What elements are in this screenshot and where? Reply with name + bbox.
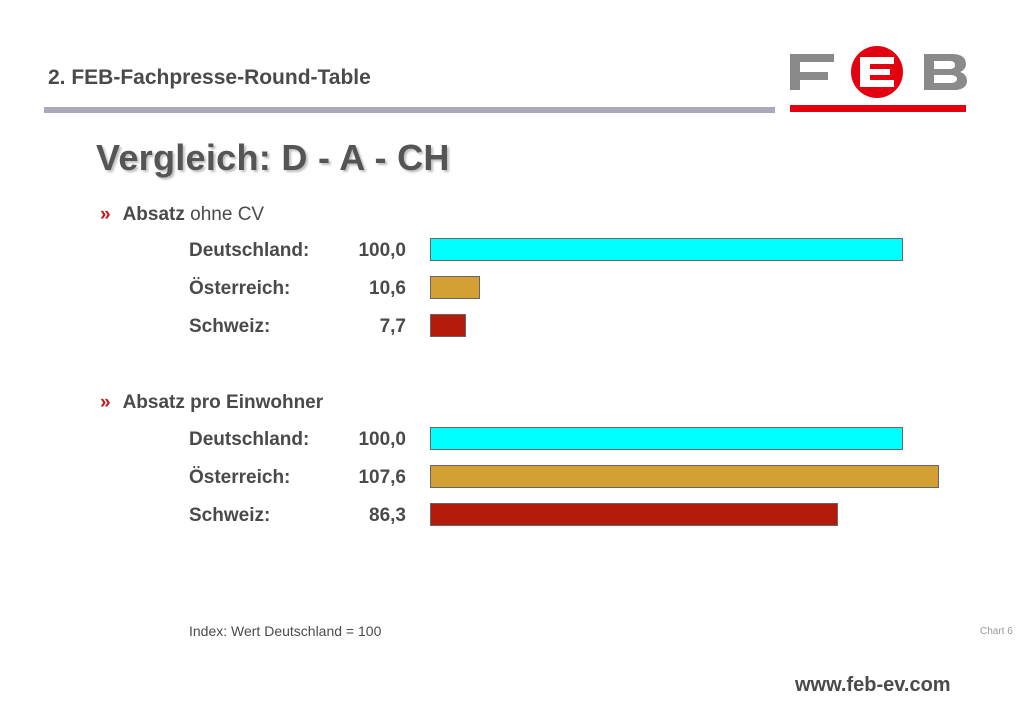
bar-einwohner-deutschland: [430, 427, 903, 450]
header-title: 2. FEB-Fachpresse-Round-Table: [48, 66, 371, 89]
row-label-schweiz: Schweiz:: [189, 505, 271, 526]
section-title-bold: Absatz: [122, 204, 185, 225]
feb-logo: [786, 46, 968, 114]
row-label-deutschland: Deutschland:: [189, 429, 310, 450]
section-heading-absatz-ohne-cv: » Absatz ohne CV: [100, 204, 264, 226]
row-value-schweiz: 7,7: [379, 316, 406, 337]
bullet-marker: »: [100, 204, 111, 225]
section-title-rest: ohne CV: [184, 204, 265, 225]
row-value-deutschland: 100,0: [358, 429, 406, 450]
bar-absatz-oesterreich: [430, 276, 480, 299]
row-value-schweiz: 86,3: [369, 505, 406, 526]
website-link[interactable]: www.feb-ev.com: [795, 674, 951, 696]
page-title: Vergleich: D - A - CH: [96, 137, 450, 178]
row-label-oesterreich: Österreich:: [189, 278, 291, 299]
bar-einwohner-oesterreich: [430, 465, 939, 488]
chart-note: Index: Wert Deutschland = 100: [189, 623, 382, 639]
bar-absatz-schweiz: [430, 314, 466, 337]
section-title-bold: Absatz pro Einwohner: [122, 392, 324, 413]
row-value-oesterreich: 107,6: [358, 467, 406, 488]
bar-absatz-deutschland: [430, 238, 903, 261]
section-heading-absatz-pro-einwohner: » Absatz pro Einwohner: [100, 392, 323, 414]
row-value-oesterreich: 10,6: [369, 278, 406, 299]
chart-number: Chart 6: [980, 626, 1013, 637]
row-label-oesterreich: Österreich:: [189, 467, 291, 488]
row-label-deutschland: Deutschland:: [189, 240, 310, 261]
row-label-schweiz: Schweiz:: [189, 316, 271, 337]
bullet-marker: »: [100, 392, 111, 413]
header-divider: [44, 107, 775, 113]
row-value-deutschland: 100,0: [358, 240, 406, 261]
bar-einwohner-schweiz: [430, 503, 838, 526]
